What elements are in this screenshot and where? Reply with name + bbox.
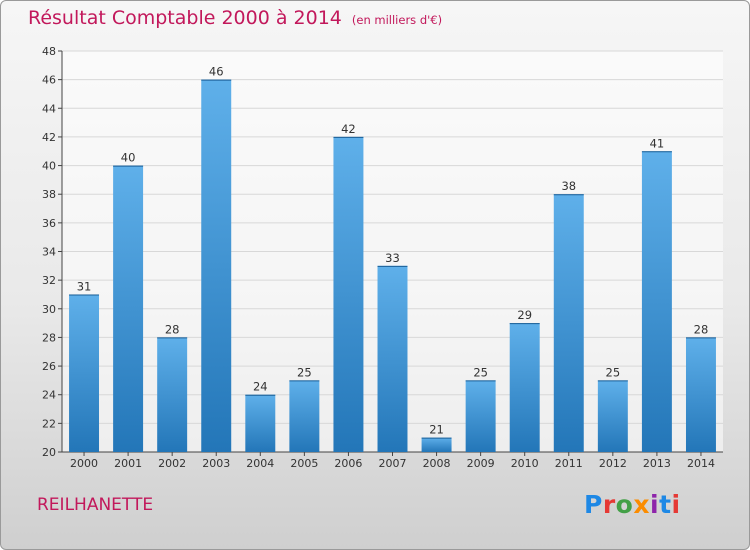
- logo-letter: i: [650, 490, 660, 519]
- x-tick-label: 2000: [70, 457, 98, 470]
- chart-title-unit: (en milliers d'€): [351, 13, 443, 27]
- bar: [201, 79, 232, 453]
- x-tick-label: 2001: [114, 457, 142, 470]
- place-name: REILHANETTE: [37, 495, 154, 515]
- x-tick-label: 2006: [334, 457, 362, 470]
- x-tick-label: 2002: [158, 457, 186, 470]
- bar-value-label: 33: [385, 251, 400, 265]
- bar: [113, 165, 144, 453]
- bar-value-label: 24: [253, 380, 268, 394]
- bar-value-label: 25: [606, 365, 621, 379]
- bar: [245, 394, 276, 452]
- logo-letter: i: [671, 490, 681, 519]
- bar: [465, 380, 496, 452]
- y-tick-label: 30: [42, 303, 56, 316]
- chart-title: Résultat Comptable 2000 à 2014 (en millie…: [28, 7, 442, 29]
- bar-value-label: 42: [341, 122, 356, 136]
- y-tick-label: 36: [42, 217, 56, 230]
- y-tick-label: 28: [42, 331, 56, 344]
- bar-value-label: 25: [473, 365, 488, 379]
- y-tick-label: 38: [42, 188, 56, 201]
- x-tick-label: 2014: [687, 457, 715, 470]
- x-tick-label: 2012: [599, 457, 627, 470]
- bar: [685, 337, 716, 452]
- logo-letter: x: [633, 490, 650, 519]
- y-tick-label: 48: [42, 45, 56, 58]
- bar-value-label: 41: [650, 136, 665, 150]
- bar: [157, 337, 188, 452]
- y-tick-label: 26: [42, 360, 56, 373]
- bar: [333, 136, 364, 452]
- bar-value-label: 46: [209, 65, 224, 79]
- y-tick-label: 46: [42, 74, 56, 87]
- x-tick-label: 2010: [511, 457, 539, 470]
- y-tick-label: 34: [42, 246, 56, 259]
- bar-value-label: 38: [561, 179, 576, 193]
- bar: [377, 265, 408, 452]
- logo-letter: t: [659, 490, 672, 519]
- bar: [641, 151, 672, 452]
- logo-letter: o: [615, 490, 634, 519]
- y-tick-label: 22: [42, 417, 56, 430]
- bar-value-label: 31: [77, 279, 92, 293]
- y-tick-label: 44: [42, 102, 56, 115]
- x-tick-label: 2007: [379, 457, 407, 470]
- x-tick-label: 2011: [555, 457, 583, 470]
- x-tick-label: 2003: [202, 457, 230, 470]
- y-tick-label: 32: [42, 274, 56, 287]
- y-tick-label: 42: [42, 131, 56, 144]
- bar: [553, 194, 584, 452]
- bar-value-label: 28: [694, 322, 709, 336]
- x-tick-label: 2009: [467, 457, 495, 470]
- x-tick-label: 2008: [423, 457, 451, 470]
- y-tick-label: 20: [42, 446, 56, 459]
- bar-value-label: 29: [517, 308, 532, 322]
- bar-value-label: 28: [165, 322, 180, 336]
- bar-value-label: 40: [121, 151, 136, 165]
- bar: [421, 437, 452, 452]
- bar: [509, 323, 540, 452]
- y-tick-label: 24: [42, 389, 56, 402]
- chart-title-main: Résultat Comptable 2000 à 2014: [28, 7, 342, 29]
- proxiti-logo: Proxiti: [584, 490, 681, 519]
- x-tick-label: 2004: [246, 457, 274, 470]
- x-tick-label: 2013: [643, 457, 671, 470]
- x-tick-label: 2005: [290, 457, 318, 470]
- y-tick-label: 40: [42, 160, 56, 173]
- bar: [69, 294, 100, 452]
- bar: [289, 380, 320, 452]
- bar-value-label: 25: [297, 365, 312, 379]
- logo-letter: r: [602, 490, 616, 519]
- bar: [597, 380, 628, 452]
- logo-letter: P: [584, 490, 603, 519]
- bar-value-label: 21: [429, 423, 444, 437]
